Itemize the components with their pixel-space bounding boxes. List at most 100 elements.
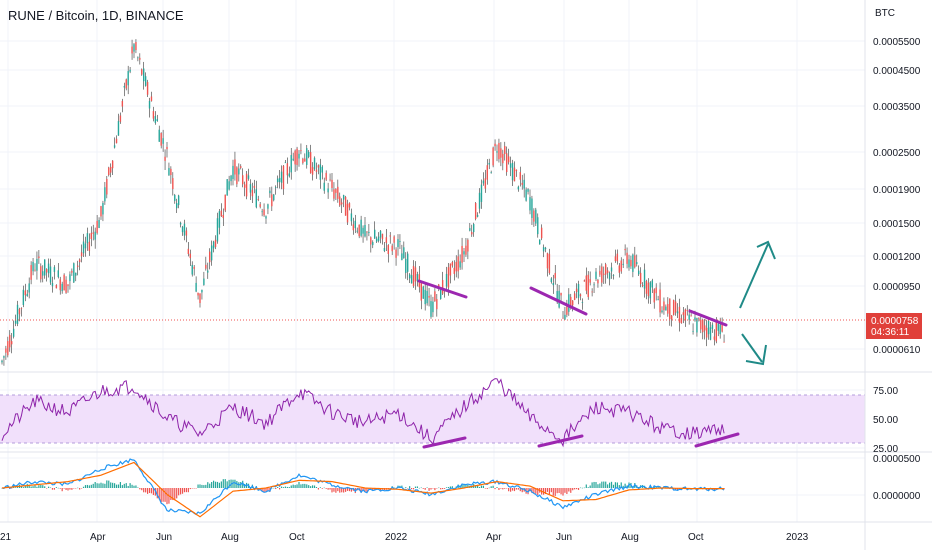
rsi-trendline-1[interactable] bbox=[422, 436, 467, 449]
candle-body-361 bbox=[702, 319, 704, 333]
macd-hist-bar-289 bbox=[562, 488, 564, 496]
candle-body-58 bbox=[113, 145, 116, 148]
macd-hist-bar-61 bbox=[119, 482, 122, 488]
macd-hist-bar-314 bbox=[610, 481, 613, 488]
macd-hist-bar-293 bbox=[570, 488, 572, 493]
macd-hist-bar-150 bbox=[292, 484, 294, 488]
macd-hist-bar-44 bbox=[86, 484, 89, 488]
macd-hist-bar-207 bbox=[403, 487, 405, 489]
price-tick-9: 0.0000610 bbox=[873, 345, 921, 356]
candle-body-223 bbox=[434, 291, 436, 302]
candle-body-237 bbox=[461, 245, 463, 263]
candle-body-150 bbox=[292, 158, 294, 161]
candle-body-201 bbox=[391, 245, 393, 252]
macd-hist-bar-221 bbox=[430, 488, 432, 490]
macd-hist-bar-328 bbox=[638, 486, 640, 488]
macd-hist-bar-82 bbox=[160, 488, 162, 503]
candle-body-89 bbox=[174, 194, 176, 201]
macd-hist-bar-70 bbox=[137, 487, 139, 488]
candle-body-142 bbox=[276, 178, 279, 183]
candle-body-170 bbox=[331, 179, 333, 189]
candle-body-349 bbox=[678, 306, 681, 323]
macd-hist-bar-14 bbox=[28, 484, 30, 488]
candle-body-337 bbox=[655, 287, 657, 294]
macd-hist-bar-209 bbox=[407, 488, 409, 489]
candle-body-11 bbox=[22, 289, 25, 305]
macd-hist-bar-316 bbox=[614, 482, 617, 488]
candle-body-281 bbox=[546, 253, 549, 269]
candle-body-21 bbox=[42, 271, 44, 276]
macd-hist-bar-124 bbox=[242, 480, 244, 488]
macd-hist-bar-274 bbox=[533, 488, 535, 494]
macd-hist-bar-313 bbox=[608, 482, 611, 488]
price-trendline-1[interactable] bbox=[417, 279, 468, 299]
candle-body-249 bbox=[484, 178, 487, 189]
candle-body-336 bbox=[653, 289, 655, 303]
macd-hist-bar-251 bbox=[488, 487, 490, 489]
candle-body-4 bbox=[9, 334, 11, 348]
candle-body-115 bbox=[224, 194, 226, 211]
candle-body-268 bbox=[521, 182, 523, 185]
candle-body-247 bbox=[480, 184, 483, 202]
up-arrow-icon[interactable] bbox=[756, 240, 776, 260]
candle-body-235 bbox=[457, 256, 459, 272]
macd-hist-bar-106 bbox=[207, 482, 209, 488]
down-arrow-shaft[interactable] bbox=[741, 333, 763, 363]
candle-body-188 bbox=[366, 231, 368, 233]
candle-body-344 bbox=[669, 298, 671, 320]
macd-hist-bar-67 bbox=[131, 484, 133, 488]
price-axis-ticks: 0.0005500 0.0004500 0.0003500 0.0002500 … bbox=[873, 37, 921, 356]
macd-hist-bar-240 bbox=[467, 484, 469, 488]
candle-body-45 bbox=[88, 241, 91, 251]
candle-body-236 bbox=[459, 261, 461, 268]
macd-hist-bar-51 bbox=[100, 482, 102, 488]
price-trendline-2[interactable] bbox=[529, 286, 588, 316]
macd-hist-bar-218 bbox=[424, 488, 426, 490]
macd-hist-bar-245 bbox=[476, 484, 479, 488]
candle-body-370 bbox=[719, 324, 721, 335]
candle-body-287 bbox=[558, 290, 560, 308]
candle-body-47 bbox=[92, 232, 94, 234]
candle-body-289 bbox=[562, 317, 564, 319]
price-trendline-3[interactable] bbox=[688, 309, 728, 327]
candle-body-196 bbox=[381, 233, 384, 240]
candle-body-10 bbox=[20, 307, 23, 309]
candle-body-148 bbox=[288, 173, 290, 177]
candle-body-46 bbox=[90, 232, 92, 240]
candle-body-48 bbox=[94, 231, 96, 240]
macd-hist-bar-18 bbox=[36, 486, 38, 488]
candle-body-355 bbox=[690, 315, 692, 317]
rsi-band bbox=[0, 395, 865, 443]
candle-body-185 bbox=[360, 219, 362, 236]
candle-body-144 bbox=[280, 171, 283, 183]
macd-hist-bar-172 bbox=[335, 488, 337, 493]
price-tick-2: 0.0004500 bbox=[873, 66, 921, 77]
rsi-trendline-3[interactable] bbox=[694, 432, 740, 448]
macd-hist-bar-103 bbox=[201, 484, 203, 488]
price-tick-6: 0.0001500 bbox=[873, 219, 921, 230]
candle-body-96 bbox=[187, 248, 190, 255]
candle-body-39 bbox=[77, 265, 79, 268]
macd-hist-bar-232 bbox=[451, 486, 453, 488]
time-label-2022: 2022 bbox=[385, 532, 408, 543]
down-arrow-icon[interactable] bbox=[745, 344, 767, 366]
macd-hist-bar-119 bbox=[232, 479, 234, 488]
candle-body-127 bbox=[247, 175, 250, 179]
candle-body-71 bbox=[139, 57, 141, 60]
macd-hist-bar-301 bbox=[585, 484, 587, 488]
candle-body-134 bbox=[261, 211, 263, 213]
up-arrow-shaft[interactable] bbox=[739, 243, 769, 309]
macd-hist-bar-320 bbox=[622, 485, 624, 488]
candle-body-42 bbox=[82, 241, 85, 254]
candle-body-173 bbox=[337, 186, 339, 199]
candle-body-275 bbox=[535, 209, 537, 224]
macd-hist-bar-107 bbox=[209, 483, 211, 488]
candle-body-276 bbox=[537, 217, 539, 235]
candle-body-119 bbox=[232, 165, 234, 180]
candle-body-335 bbox=[651, 280, 653, 288]
rsi-trendline-2[interactable] bbox=[537, 434, 584, 448]
candle-body-174 bbox=[339, 196, 341, 206]
macd-hist-bar-23 bbox=[46, 488, 48, 489]
candle-body-369 bbox=[717, 323, 719, 331]
